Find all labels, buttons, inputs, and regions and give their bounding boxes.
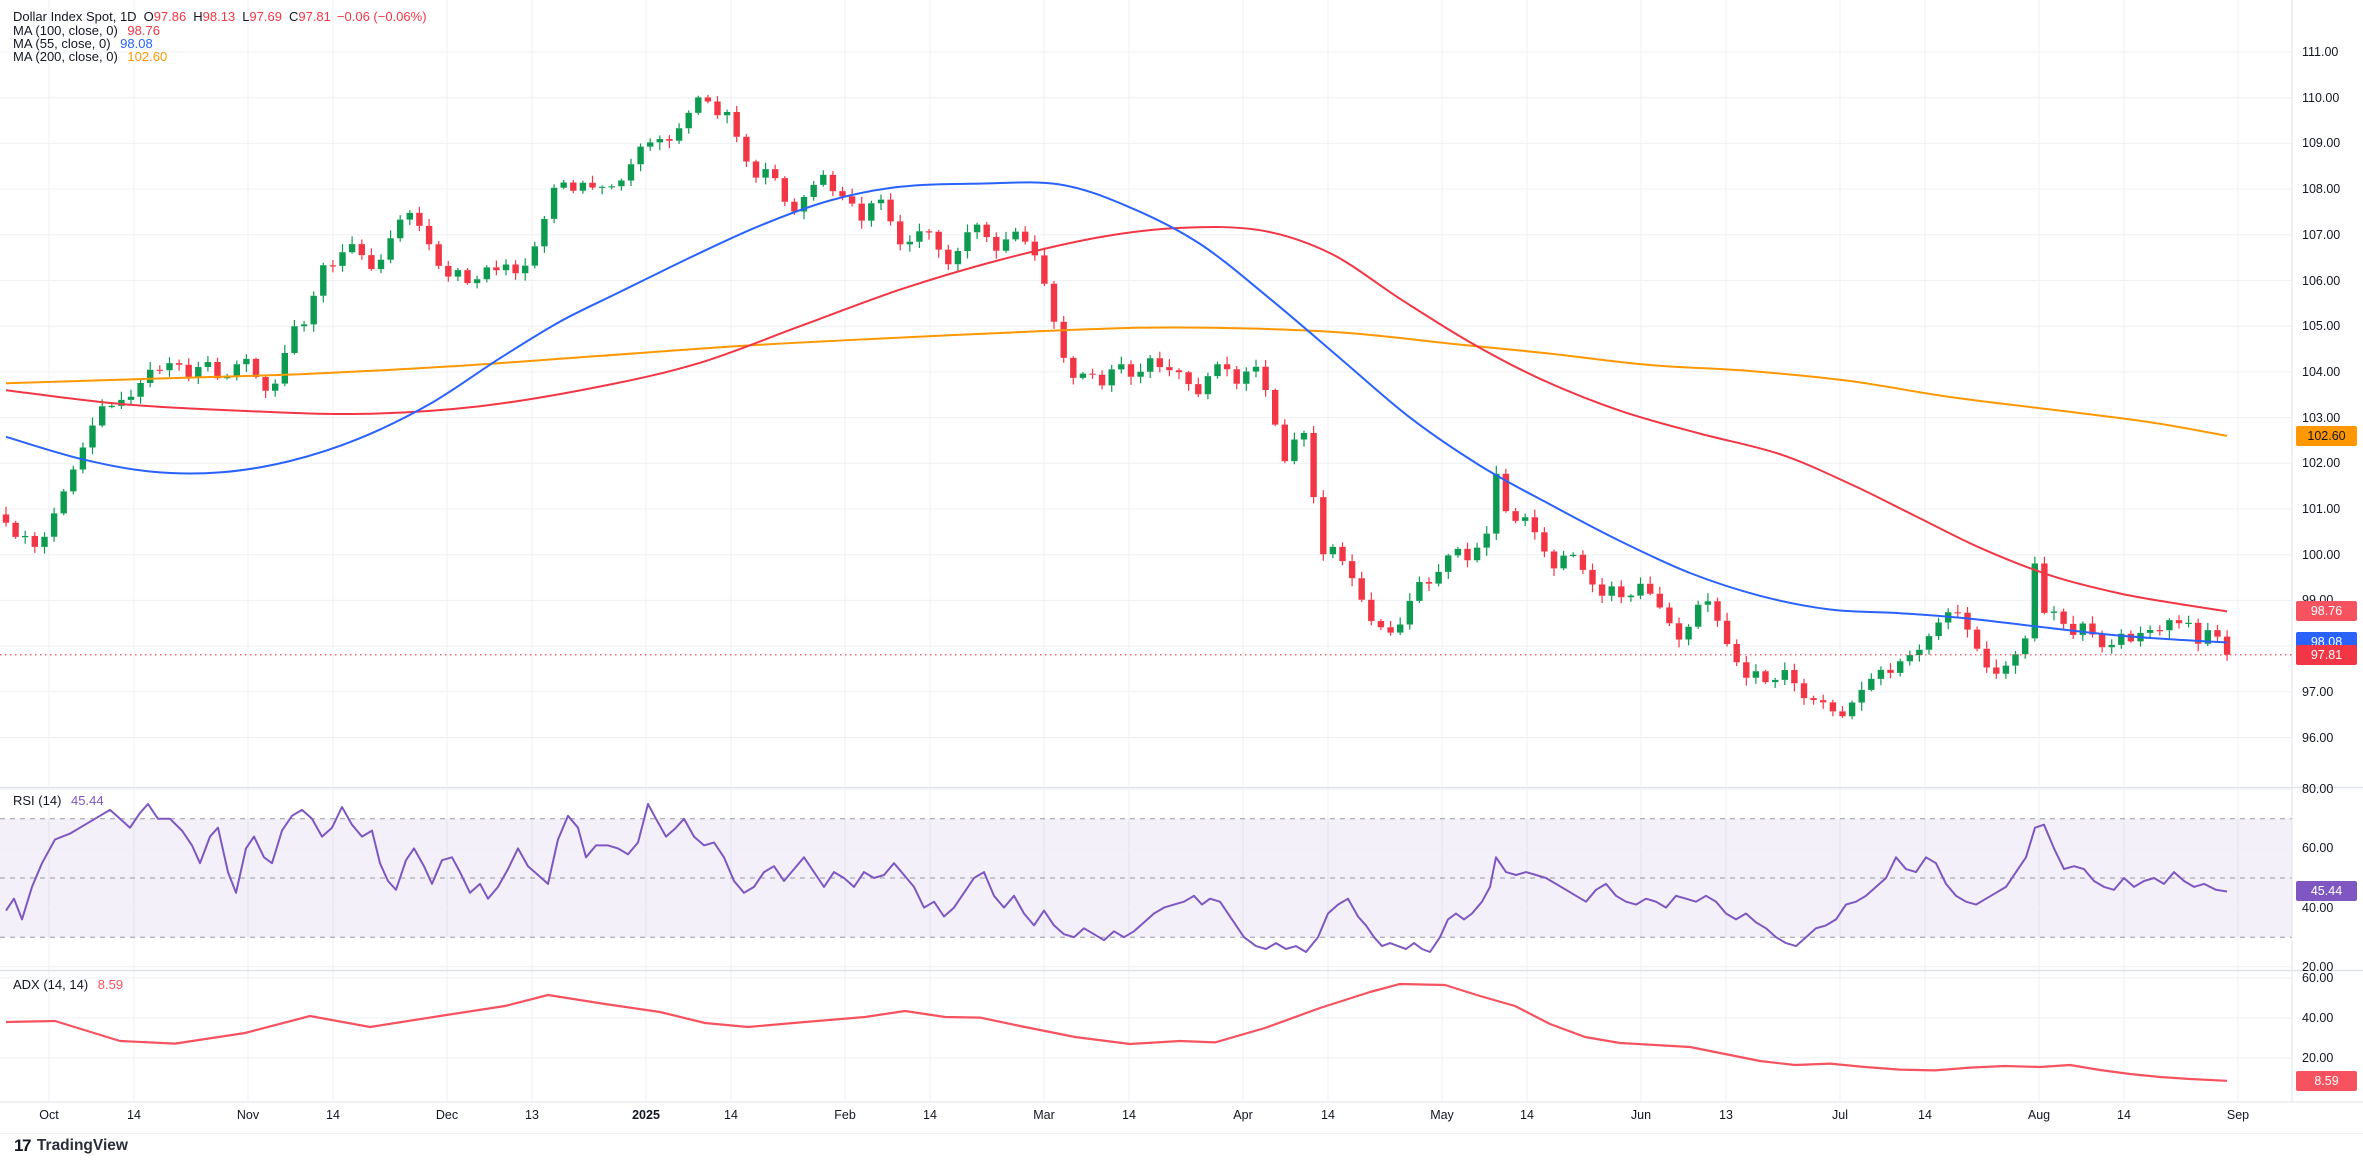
low-value: 97.69	[249, 9, 282, 24]
ma200-label: MA (200, close, 0)	[13, 49, 118, 64]
open-value: 97.86	[153, 9, 187, 24]
close-value: 97.81	[298, 9, 331, 24]
symbol-legend-row[interactable]: Dollar Index Spot, 1D O97.86 H98.13 L97.69 C…	[13, 9, 427, 24]
ma55-value: 98.08	[120, 36, 153, 51]
high-label: H	[193, 9, 203, 24]
adx-value: 8.59	[97, 977, 124, 992]
change-value: −0.06 (−0.06%)	[336, 9, 427, 24]
ma55-legend-row[interactable]: MA (55, close, 0) 98.08	[13, 36, 153, 51]
ma-line-ma100	[5, 226, 2228, 613]
high-value: 98.13	[202, 9, 236, 24]
ma100-label: MA (100, close, 0)	[13, 23, 118, 38]
ma55-label: MA (55, close, 0)	[13, 36, 111, 51]
symbol-title: Dollar Index Spot, 1D	[13, 9, 137, 24]
adx-legend-row[interactable]: ADX (14, 14) 8.59	[13, 977, 123, 992]
rsi-line	[5, 803, 2228, 953]
tradingview-brand-text: TradingView	[36, 1137, 128, 1154]
adx-line	[5, 982, 2228, 1082]
ma200-value: 102.60	[127, 49, 168, 64]
rsi-legend-row[interactable]: RSI (14) 45.44	[13, 793, 104, 808]
adx-label: ADX (14, 14)	[13, 977, 89, 992]
ma-line-ma55	[5, 181, 2228, 644]
rsi-label: RSI (14)	[13, 793, 62, 808]
open-label: O	[143, 9, 154, 24]
ma-line-ma200	[5, 326, 2228, 437]
tradingview-attribution[interactable]: 17 TradingView	[14, 1136, 128, 1156]
rsi-value: 45.44	[71, 793, 104, 808]
tradingview-logo-icon: 17	[14, 1136, 31, 1155]
ma200-legend-row[interactable]: MA (200, close, 0) 102.60	[13, 49, 167, 64]
low-label: L	[242, 9, 250, 24]
ma100-legend-row[interactable]: MA (100, close, 0) 98.76	[13, 23, 160, 38]
close-label: C	[288, 9, 299, 24]
ma100-value: 98.76	[127, 23, 160, 38]
